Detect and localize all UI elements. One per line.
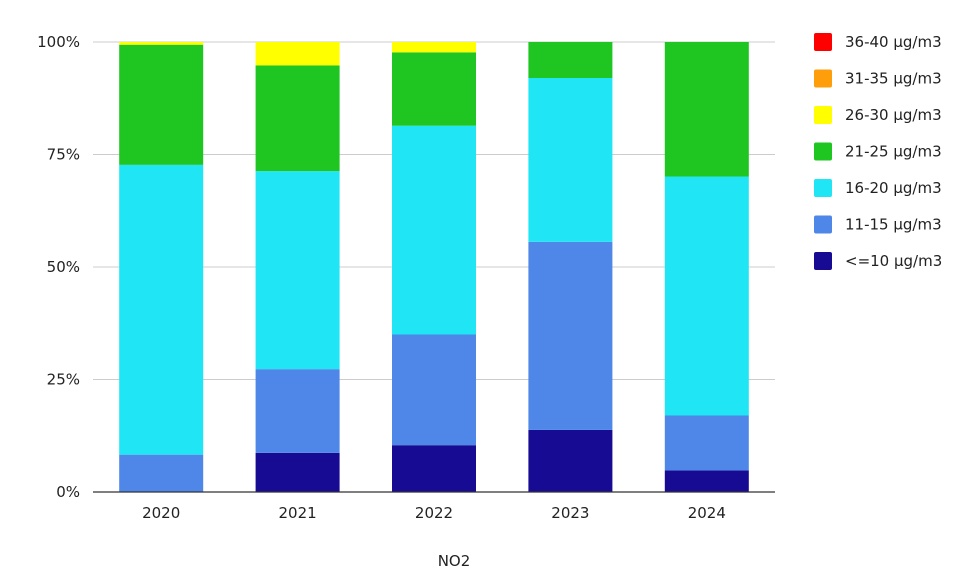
- bar-segment-2022-0: [392, 445, 476, 492]
- legend-label: <=10 µg/m3: [845, 252, 942, 270]
- legend-label: 26-30 µg/m3: [845, 106, 942, 124]
- y-tick-label: 25%: [47, 371, 80, 389]
- bar-segment-2023-0: [528, 429, 613, 492]
- x-axis-title: NO2: [438, 552, 471, 570]
- legend-label: 21-25 µg/m3: [845, 143, 942, 161]
- legend-swatch-2: [814, 179, 832, 197]
- legend-swatch-6: [814, 33, 832, 51]
- bar-segment-2022-3: [392, 52, 476, 126]
- bar-segment-2024-1: [664, 415, 749, 471]
- bar-segment-2021-3: [255, 65, 340, 172]
- legend-swatch-5: [814, 69, 832, 88]
- legend-swatch-1: [814, 215, 832, 234]
- y-tick-label: 50%: [47, 258, 80, 276]
- legend-swatch-3: [814, 142, 832, 161]
- axis-layer: 0% 25% 50% 75% 100% 2020 2021 2022 2023 2024: [37, 33, 775, 522]
- bar-segment-2021-1: [255, 369, 340, 453]
- bar-segment-2020-3: [119, 44, 204, 165]
- bar-segment-2022-2: [392, 125, 476, 335]
- x-tick-label: 2020: [142, 504, 180, 522]
- bar-segment-2020-4: [119, 42, 204, 45]
- legend-swatch-4: [814, 106, 832, 124]
- legend-label: 36-40 µg/m3: [845, 33, 942, 51]
- x-tick-label: 2022: [415, 504, 453, 522]
- bar-segment-2021-4: [255, 42, 340, 66]
- bar-segment-2021-0: [255, 452, 340, 492]
- bar-segment-2023-3: [528, 42, 613, 78]
- bar-segment-2020-1: [119, 454, 204, 492]
- bars-layer: [119, 42, 749, 492]
- legend-swatch-0: [814, 252, 832, 270]
- y-tick-label: 0%: [56, 483, 80, 501]
- bar-segment-2022-4: [392, 42, 476, 53]
- x-tick-label: 2023: [551, 504, 589, 522]
- x-tick-label: 2024: [688, 504, 726, 522]
- legend: 36-40 µg/m3 31-35 µg/m3 26-30 µg/m3 21-25 µ…: [814, 33, 942, 270]
- bar-segment-2020-2: [119, 164, 204, 455]
- bar-segment-2023-2: [528, 78, 613, 242]
- bar-segment-2022-1: [392, 334, 476, 446]
- x-tick-label: 2021: [279, 504, 317, 522]
- y-tick-label: 100%: [37, 33, 80, 51]
- bar-segment-2024-3: [664, 42, 749, 177]
- legend-label: 16-20 µg/m3: [845, 179, 942, 197]
- y-tick-label: 75%: [47, 146, 80, 164]
- bar-segment-2024-2: [664, 176, 749, 416]
- legend-label: 31-35 µg/m3: [845, 70, 942, 88]
- bar-segment-2024-0: [664, 470, 749, 492]
- bar-segment-2023-1: [528, 241, 613, 430]
- bar-segment-2021-2: [255, 171, 340, 370]
- legend-label: 11-15 µg/m3: [845, 216, 942, 234]
